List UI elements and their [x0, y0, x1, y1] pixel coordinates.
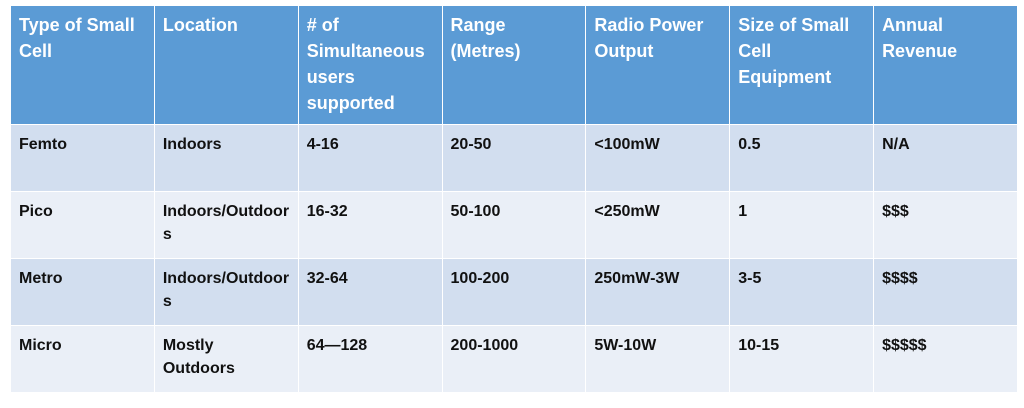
header-cell: Annual Revenue [873, 5, 1018, 125]
table-row: Micro Mostly Outdoors 64—128 200-1000 5W-10W… [10, 325, 1018, 393]
table-row: Metro Indoors/Outdoors 32-64 100-200 250mW-3… [10, 258, 1018, 326]
table-row: Pico Indoors/Outdoors 16-32 50-100 <250mW 1 $$… [10, 191, 1018, 259]
table-cell: 100-200 [441, 258, 587, 326]
table-cell: 50-100 [441, 191, 587, 259]
table-cell: 4-16 [297, 124, 443, 192]
table-cell: $$$$ [873, 258, 1018, 326]
table-cell: $$$$$ [873, 325, 1018, 393]
header-row: Type of Small Cell Location # of Simultane… [10, 5, 1018, 125]
table-cell: Indoors/Outdoors [153, 258, 299, 326]
table-cell: Indoors [153, 124, 299, 192]
table-cell: 32-64 [297, 258, 443, 326]
table-cell: N/A [873, 124, 1018, 192]
table-cell: Micro [10, 325, 155, 393]
table-cell: 5W-10W [585, 325, 731, 393]
table-cell: 200-1000 [441, 325, 587, 393]
header-cell: Type of Small Cell [10, 5, 155, 125]
table-row: Femto Indoors 4-16 20-50 <100mW 0.5 N/A [10, 124, 1018, 192]
table-cell: <250mW [585, 191, 731, 259]
table-cell: 10-15 [729, 325, 875, 393]
table-cell: Femto [10, 124, 155, 192]
table-cell: 1 [729, 191, 875, 259]
table-cell: 3-5 [729, 258, 875, 326]
table-cell: Indoors/Outdoors [153, 191, 299, 259]
header-cell: Location [153, 5, 299, 125]
table-cell: 0.5 [729, 124, 875, 192]
table-header: Type of Small Cell Location # of Simultane… [10, 5, 1018, 125]
small-cell-table: Type of Small Cell Location # of Simultane… [10, 5, 1018, 393]
header-cell: Size of Small Cell Equipment [729, 5, 875, 125]
table-cell: 64—128 [297, 325, 443, 393]
table-cell: 250mW-3W [585, 258, 731, 326]
table-cell: <100mW [585, 124, 731, 192]
table-cell: Metro [10, 258, 155, 326]
header-cell: # of Simultaneous users supported [297, 5, 443, 125]
table-cell: 20-50 [441, 124, 587, 192]
header-cell: Range (Metres) [441, 5, 587, 125]
table-cell: Pico [10, 191, 155, 259]
table-cell: Mostly Outdoors [153, 325, 299, 393]
table-cell: 16-32 [297, 191, 443, 259]
header-cell: Radio Power Output [585, 5, 731, 125]
table-cell: $$$ [873, 191, 1018, 259]
table-body: Femto Indoors 4-16 20-50 <100mW 0.5 N/A Pico Ind… [10, 124, 1018, 393]
